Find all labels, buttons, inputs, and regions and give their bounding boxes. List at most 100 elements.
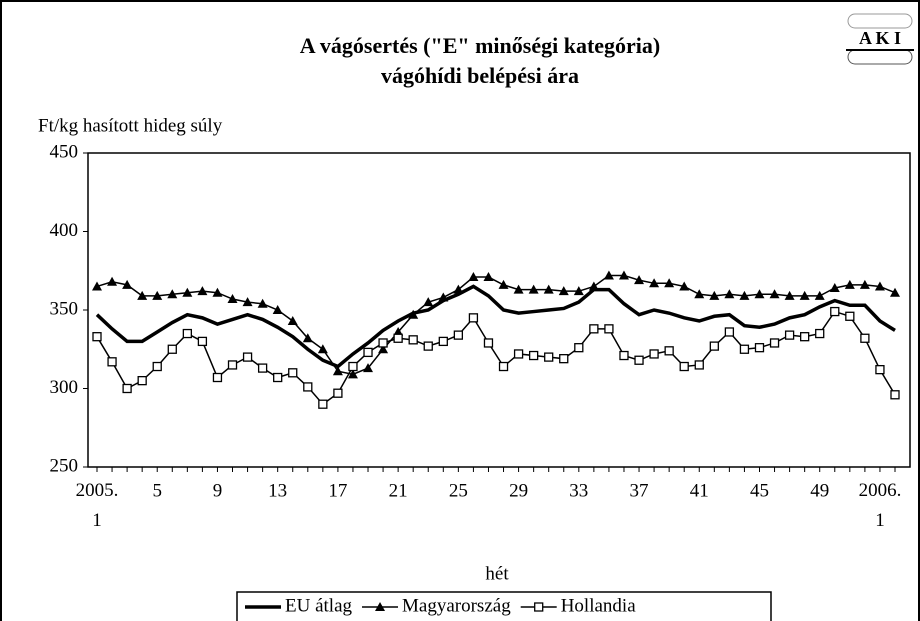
marker xyxy=(227,294,238,304)
marker xyxy=(453,284,464,294)
marker xyxy=(875,365,885,375)
legend-label: Hollandia xyxy=(561,595,636,616)
marker xyxy=(709,341,719,351)
marker xyxy=(423,297,434,307)
marker xyxy=(302,333,313,343)
logo-shape xyxy=(847,49,913,65)
marker xyxy=(784,330,795,340)
marker xyxy=(242,352,253,362)
marker xyxy=(107,357,117,367)
y-tick-label: 300 xyxy=(50,377,79,398)
marker xyxy=(122,383,132,394)
marker xyxy=(573,286,584,296)
marker xyxy=(534,602,544,612)
marker xyxy=(754,289,765,299)
x-tick-label: 41 xyxy=(690,480,709,501)
marker xyxy=(182,328,192,339)
marker xyxy=(769,338,780,348)
marker xyxy=(694,289,705,299)
marker xyxy=(498,279,509,289)
marker xyxy=(122,279,133,289)
marker xyxy=(513,284,524,294)
marker xyxy=(528,350,539,361)
marker xyxy=(272,305,283,314)
marker xyxy=(257,363,268,373)
marker xyxy=(92,281,102,291)
marker xyxy=(257,298,268,308)
marker xyxy=(739,290,750,300)
marker xyxy=(558,286,569,296)
marker xyxy=(874,281,885,291)
marker xyxy=(347,369,358,379)
x-tick-label: 29 xyxy=(509,480,528,501)
marker xyxy=(754,343,765,353)
marker xyxy=(679,361,689,372)
marker xyxy=(860,333,870,343)
x-tick-label: 17 xyxy=(328,480,347,501)
x-axis-label: hét xyxy=(485,563,509,584)
marker xyxy=(182,287,193,297)
marker xyxy=(544,352,554,362)
x-tick-label: 33 xyxy=(569,480,588,501)
marker xyxy=(227,360,238,370)
marker xyxy=(92,332,102,342)
marker xyxy=(634,355,644,365)
marker xyxy=(483,272,494,282)
marker xyxy=(137,290,148,300)
marker xyxy=(739,344,750,354)
legend-label: EU átlag xyxy=(285,595,353,616)
marker xyxy=(724,289,735,299)
marker xyxy=(829,283,840,293)
marker xyxy=(438,292,449,302)
marker xyxy=(152,290,163,300)
marker xyxy=(589,324,599,334)
marker xyxy=(619,350,629,361)
marker xyxy=(167,289,178,299)
marker xyxy=(543,284,554,294)
logo-text: A K I xyxy=(859,28,901,48)
marker xyxy=(618,270,629,280)
marker xyxy=(167,344,177,354)
marker xyxy=(333,388,343,398)
x-tick-label: 5 xyxy=(152,480,162,501)
x-tick-label: 25 xyxy=(449,480,468,501)
x-tick-label: 9 xyxy=(213,480,223,501)
marker xyxy=(814,290,825,300)
marker xyxy=(137,375,147,386)
marker xyxy=(363,347,373,358)
marker xyxy=(273,372,283,383)
marker xyxy=(800,332,810,342)
marker xyxy=(679,281,690,291)
marker xyxy=(588,281,599,291)
marker xyxy=(378,338,388,348)
x-tick-label: 21 xyxy=(389,480,408,501)
marker xyxy=(890,390,900,400)
marker xyxy=(468,313,479,323)
y-tick-label: 400 xyxy=(50,220,79,241)
marker xyxy=(318,399,328,409)
marker xyxy=(603,270,614,280)
marker xyxy=(375,602,386,611)
marker xyxy=(152,361,162,372)
y-axis-label: Ft/kg hasított hideg súly xyxy=(38,115,223,136)
marker xyxy=(483,338,494,348)
marker xyxy=(890,287,900,297)
marker xyxy=(212,287,223,297)
marker xyxy=(408,309,419,319)
marker xyxy=(709,290,720,300)
marker xyxy=(724,327,735,337)
marker xyxy=(242,297,253,307)
marker xyxy=(212,372,223,383)
marker xyxy=(438,336,448,347)
marker xyxy=(453,330,464,340)
y-tick-label: 250 xyxy=(50,455,79,476)
logo-shape xyxy=(847,13,913,29)
marker xyxy=(197,336,208,347)
marker xyxy=(317,344,328,354)
x-tick-label: 49 xyxy=(810,480,829,501)
marker xyxy=(830,306,840,317)
marker xyxy=(784,290,795,300)
x-tick-label: 37 xyxy=(630,480,649,501)
